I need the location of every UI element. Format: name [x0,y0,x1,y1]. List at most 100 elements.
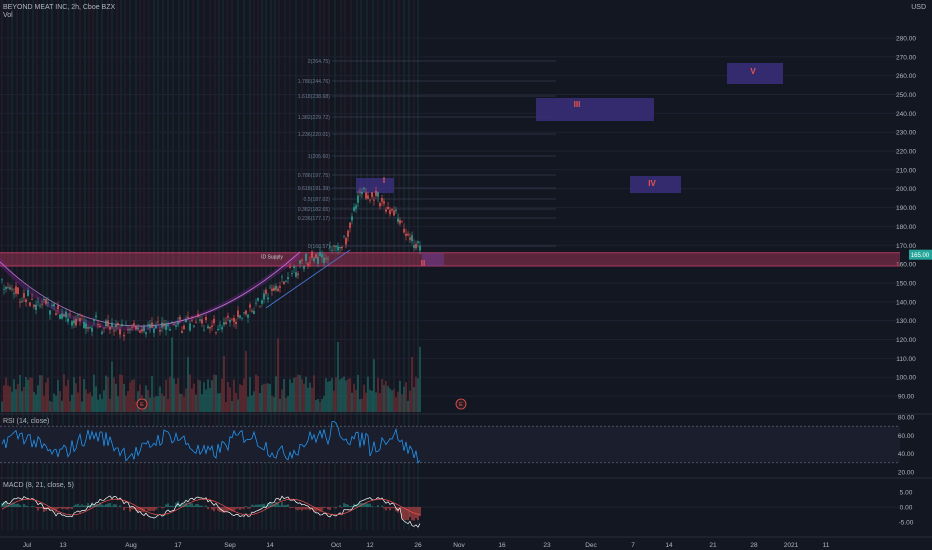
candle-body [263,293,265,300]
time-axis-label: 2021 [784,542,799,549]
candle-body [175,325,177,327]
volume-bar [119,374,121,412]
volume-bar [13,379,15,412]
candle-body [353,207,355,212]
rsi-axis-label: 80.00 [898,415,915,422]
volume-bar [165,379,167,412]
candle-body [155,325,157,329]
supply-zone[interactable] [0,252,900,266]
time-axis-label: 12 [366,542,374,549]
macd-histogram-bar [119,505,121,507]
volume-bar [9,386,11,412]
volume-bar [195,394,197,412]
candle-body [335,245,337,248]
macd-histogram-bar [395,507,397,512]
volume-bar [305,376,307,412]
macd-histogram-bar [57,507,59,509]
candle-body [229,320,231,323]
volume-bar [389,388,391,412]
candle-body [231,318,233,320]
volume-bar [275,376,277,412]
macd-histogram-bar [31,506,33,507]
candle-body [69,313,71,315]
symbol-title[interactable]: BEYOND MEAT INC, 2h, Cboe BZX [3,4,116,11]
macd-histogram-bar [13,502,15,507]
volume-bar [231,400,233,412]
candle-body [281,276,283,278]
macd-histogram-bar [265,505,267,507]
wave-target-box[interactable] [536,98,654,121]
candle-body [279,286,281,288]
earnings-marker[interactable] [455,398,467,410]
price-axis-label: 140.00 [896,299,916,306]
volume-bar [223,355,225,412]
candle-body [81,315,83,317]
volume-bar [313,375,315,412]
volume-bar [215,375,217,412]
candle-body [33,304,35,307]
candle-body [159,329,161,332]
earnings-marker[interactable] [136,398,148,410]
candle-body [291,273,293,274]
volume-legend[interactable]: Vol [3,12,13,19]
volume-bar [131,380,133,412]
candle-body [211,325,213,328]
volume-bar [405,382,407,412]
macd-histogram-bar [357,504,359,507]
macd-histogram-bar [231,507,233,512]
candle-body [319,251,321,257]
candle-body [83,322,85,329]
macd-histogram-bar [335,507,337,509]
macd-histogram-bar [415,507,417,519]
candle-body [325,258,327,260]
volume-bar [365,392,367,412]
candle-body [165,323,167,331]
time-axis-label: 23 [543,542,551,549]
macd-histogram-bar [261,504,263,507]
candle-body [327,258,329,260]
rsi-legend[interactable]: RSI (14, close) [3,418,50,425]
volume-bar [287,396,289,412]
volume-bar [237,399,239,412]
candle-body [189,323,191,331]
macd-legend[interactable]: MACD (8, 21, close, 5) [3,482,74,489]
cup-arc [0,251,301,327]
macd-histogram-bar [213,507,215,512]
macd-histogram-bar [369,503,371,507]
macd-histogram-bar [383,507,385,509]
macd-histogram-bar [391,507,393,509]
volume-bar [419,346,421,412]
volume-bar [135,401,137,412]
candle-body [205,316,207,321]
macd-histogram-bar [163,507,165,508]
price-axis-label: 280.00 [896,36,916,43]
candle-body [245,310,247,315]
macd-histogram-bar [177,501,179,507]
macd-histogram-bar [125,507,127,508]
macd-histogram-bar [365,503,367,507]
volume-bar [111,361,113,412]
candle-body [361,191,363,194]
candle-body [177,322,179,325]
candle-body [173,324,175,326]
volume-bar [209,388,211,412]
wave-target-box[interactable] [630,176,681,193]
candle-body [187,316,189,318]
macd-histogram-bar [53,507,55,511]
wave-target-box[interactable] [727,63,783,84]
candle-body [143,325,145,332]
candle-body [61,313,63,319]
currency-label: USD [911,4,926,11]
macd-histogram-bar [199,505,201,507]
candle-body [397,218,399,222]
macd-histogram-bar [215,507,217,509]
macd-histogram-bar [413,507,415,521]
price-axis-label: 90.00 [898,394,915,401]
wave-target-box[interactable] [356,178,394,193]
candle-body [307,263,309,266]
macd-histogram-bar [151,507,153,511]
macd-histogram-bar [19,504,21,507]
volume-bar [269,384,271,412]
